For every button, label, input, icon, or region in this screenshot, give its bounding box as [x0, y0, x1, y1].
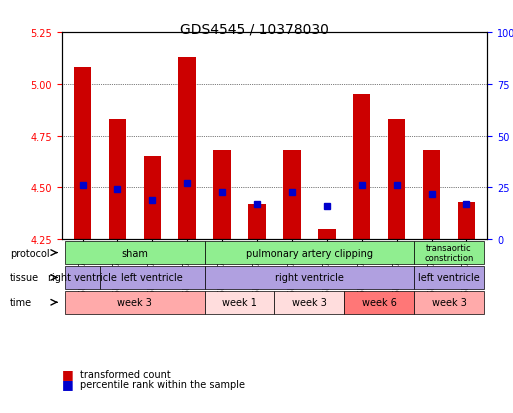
Bar: [388, 120, 405, 240]
Bar: [213, 151, 231, 240]
Text: ■: ■: [62, 367, 73, 380]
Text: tissue: tissue: [10, 273, 40, 283]
Text: transformed count: transformed count: [80, 369, 170, 379]
Bar: [179, 58, 196, 240]
Bar: [74, 68, 91, 240]
Text: week 1: week 1: [222, 297, 257, 308]
Text: ■: ■: [62, 377, 73, 391]
Text: week 3: week 3: [292, 297, 327, 308]
Text: transaortic
constriction: transaortic constriction: [424, 243, 473, 263]
Bar: [458, 202, 475, 240]
Text: week 3: week 3: [117, 297, 152, 308]
Text: pulmonary artery clipping: pulmonary artery clipping: [246, 248, 373, 258]
Text: time: time: [10, 297, 32, 308]
Text: week 6: week 6: [362, 297, 397, 308]
Text: right ventricle: right ventricle: [48, 273, 117, 283]
Bar: [353, 95, 370, 240]
Text: right ventricle: right ventricle: [275, 273, 344, 283]
Bar: [248, 204, 266, 240]
Bar: [144, 157, 161, 240]
Bar: [283, 151, 301, 240]
Text: left ventricle: left ventricle: [122, 273, 183, 283]
Bar: [109, 120, 126, 240]
Bar: [318, 229, 336, 240]
Text: GDS4545 / 10378030: GDS4545 / 10378030: [180, 23, 328, 37]
Text: sham: sham: [122, 248, 148, 258]
Bar: [423, 151, 440, 240]
Text: protocol: protocol: [10, 248, 50, 258]
Text: left ventricle: left ventricle: [418, 273, 480, 283]
Text: week 3: week 3: [431, 297, 466, 308]
Text: percentile rank within the sample: percentile rank within the sample: [80, 379, 245, 389]
